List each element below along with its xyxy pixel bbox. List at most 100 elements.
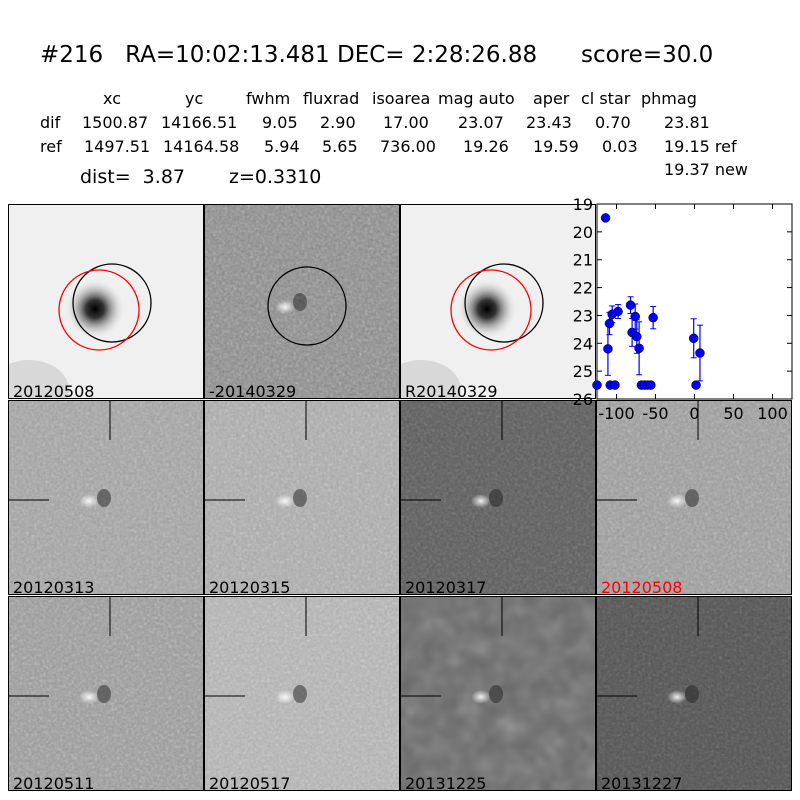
row-label: dif: [40, 113, 61, 132]
col-header: cl star: [581, 89, 631, 108]
image-stamp: 20120313: [8, 400, 204, 595]
cell: 19.26: [463, 137, 509, 156]
x-tick-label: 0: [689, 404, 699, 423]
image-stamp: -20140329: [204, 204, 400, 399]
stamp-date-label: 20120511: [13, 774, 95, 791]
image-stamp: 20120315: [204, 400, 400, 595]
stamp-image: [597, 597, 791, 790]
cell: 14164.58: [163, 137, 240, 156]
redshift: z=0.3310: [229, 166, 322, 188]
plot-area: [596, 203, 793, 400]
data-point: [695, 348, 705, 358]
image-stamp: 20131227: [596, 596, 792, 791]
image-stamp: 20120508: [8, 204, 204, 399]
x-tick-label: 50: [723, 404, 743, 423]
x-tick-label: -100: [598, 404, 634, 423]
score: score=30.0: [581, 42, 714, 68]
data-point: [630, 311, 640, 322]
stamp-date-label: -20140329: [209, 382, 297, 399]
stamp-date-label: 20120508: [13, 382, 95, 399]
new-position-circle: [464, 263, 544, 343]
new-position-circle: [72, 263, 152, 343]
col-header: isoarea: [372, 89, 431, 108]
cell: 736.00: [380, 137, 436, 156]
image-stamp: 20120317: [400, 400, 596, 595]
data-point: [646, 380, 656, 390]
data-point: [600, 213, 611, 223]
y-tick-label: 26: [573, 390, 593, 409]
ref-position-circle: [58, 269, 140, 351]
cell: 9.05: [262, 113, 298, 132]
stamp-date-label: 20131227: [601, 774, 683, 791]
stamp-date-label: 20131225: [405, 774, 487, 791]
stamp-date-label: 20120508: [601, 578, 683, 595]
stamp-date-label: R20140329: [405, 382, 498, 399]
col-header: mag auto: [438, 89, 515, 108]
cell: 5.65: [322, 137, 358, 156]
stamp-image: [9, 597, 203, 790]
cell: 0.70: [595, 113, 631, 132]
row-label: ref: [40, 137, 62, 156]
data-point: [610, 380, 620, 390]
image-stamp: 20120508: [596, 400, 792, 595]
image-stamp: 20120517: [204, 596, 400, 791]
stamp-image: [9, 205, 203, 398]
dec: DEC= 2:28:26.88: [337, 42, 538, 68]
cell: 5.94: [264, 137, 300, 156]
image-stamp: R20140329: [400, 204, 596, 399]
col-header: aper: [533, 89, 570, 108]
phmag-new: 19.37 new: [664, 160, 748, 179]
y-tick-label: 25: [573, 362, 593, 381]
cell: 17.00: [383, 113, 429, 132]
stamp-image: [205, 401, 399, 594]
light-curve-plot: 19 20 21 22 23 24 25 26 -100 -50 0 50 100: [573, 195, 793, 423]
stamp-image: [205, 597, 399, 790]
new-position-circle: [267, 266, 347, 346]
cell: 0.03: [602, 137, 638, 156]
candidate-id: #216: [40, 42, 104, 68]
stamp-image: [401, 401, 595, 594]
y-tick-label: 20: [573, 223, 593, 242]
cell: 2.90: [320, 113, 356, 132]
x-tick-label: 100: [757, 404, 788, 423]
col-header: fwhm: [246, 89, 291, 108]
stamp-image: [401, 597, 595, 790]
cell: 23.07: [458, 113, 504, 132]
stamp-image: [205, 205, 399, 398]
x-tick-label: -50: [642, 404, 668, 423]
y-tick-label: 21: [573, 251, 593, 270]
stamp-date-label: 20120317: [405, 578, 487, 595]
data-point: [613, 306, 623, 317]
col-header: phmag: [641, 89, 697, 108]
stamp-date-label: 20120517: [209, 774, 291, 791]
y-tick-label: 19: [573, 195, 593, 214]
stamp-image: [401, 205, 595, 398]
ref-position-circle: [450, 269, 532, 351]
cell: 19.59: [533, 137, 579, 156]
cell: 1500.87: [82, 113, 149, 132]
cell: 14166.51: [161, 113, 238, 132]
col-header: xc: [103, 89, 121, 108]
cell: 23.43: [526, 113, 572, 132]
data-point: [691, 380, 701, 390]
cell: 19.15 ref: [664, 137, 737, 156]
data-point: [634, 343, 644, 354]
data-point: [648, 312, 658, 323]
candidate-title: #216 RA=10:02:13.481 DEC= 2:28:26.88 sco…: [40, 42, 713, 68]
cell: 1497.51: [84, 137, 151, 156]
stamp-date-label: 20120315: [209, 578, 291, 595]
y-tick-label: 23: [573, 306, 593, 325]
image-stamp: 20120511: [8, 596, 204, 791]
y-tick-label: 24: [573, 334, 593, 353]
stamp-image: [597, 401, 791, 594]
data-point: [632, 331, 642, 342]
data-point: [688, 333, 699, 344]
ra: RA=10:02:13.481: [125, 42, 330, 68]
dist: dist= 3.87: [80, 166, 185, 188]
image-stamp: 20131225: [400, 596, 596, 791]
data-point: [625, 300, 636, 310]
data-point: [592, 380, 602, 390]
stamp-date-label: 20120313: [13, 578, 95, 595]
cell: 23.81: [664, 113, 710, 132]
